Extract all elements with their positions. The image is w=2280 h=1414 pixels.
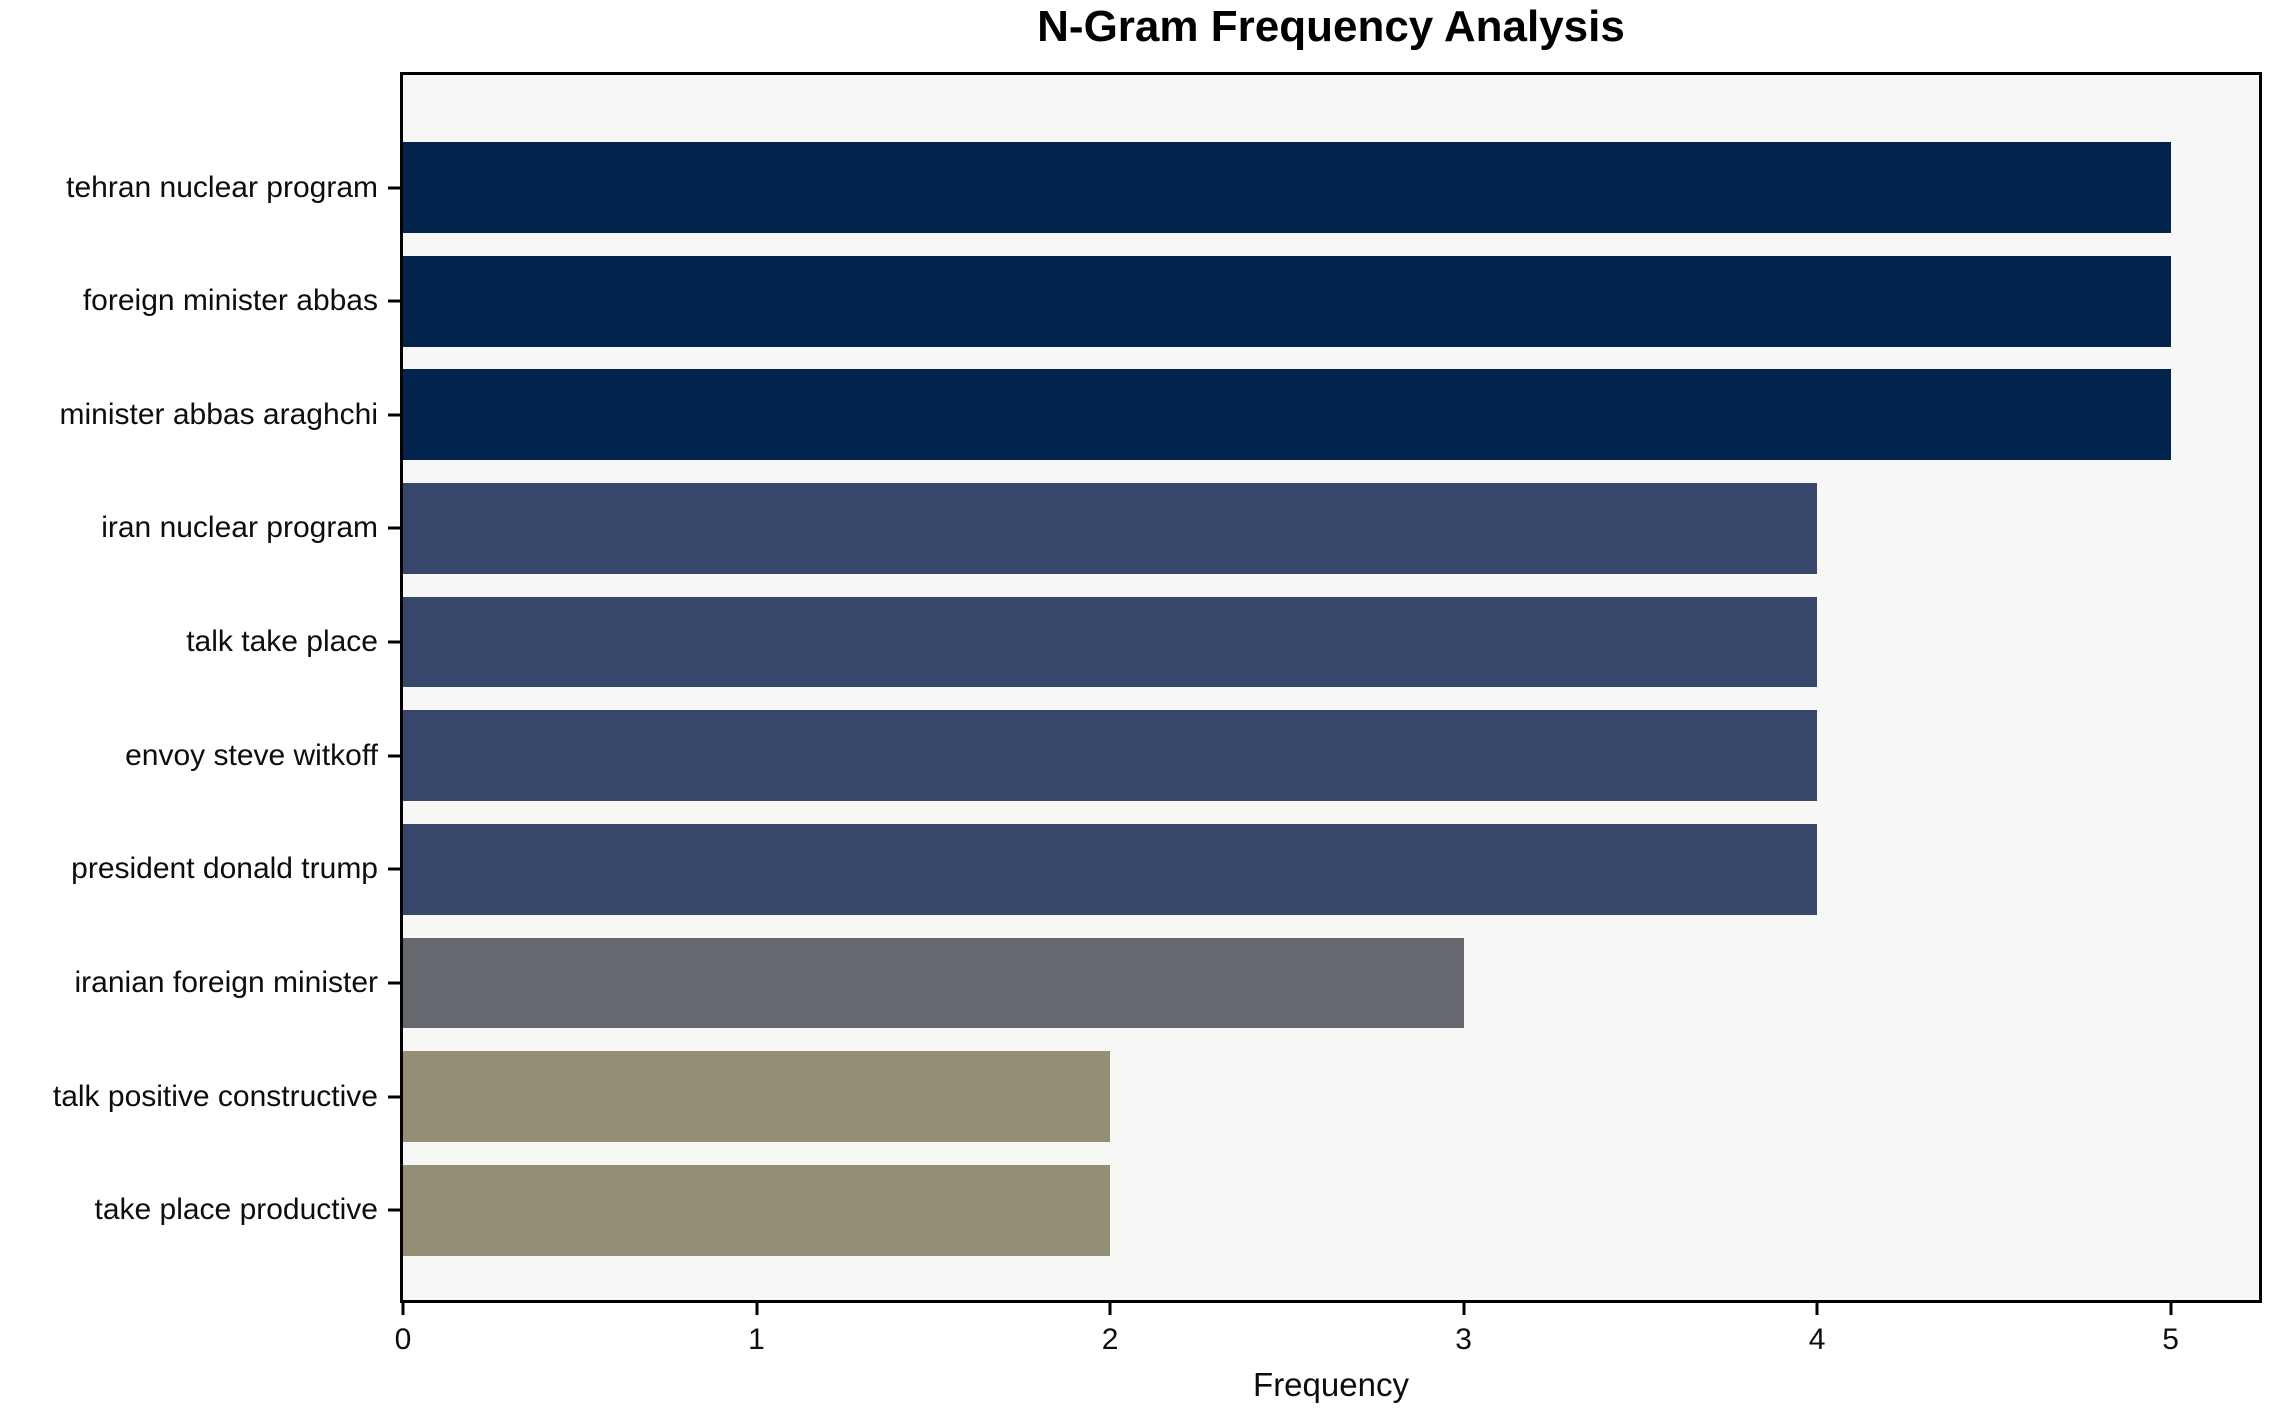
- y-tick-label: tehran nuclear program: [66, 170, 378, 204]
- y-tick-mark: [388, 640, 400, 644]
- bar: [403, 823, 1818, 915]
- y-tick-mark: [388, 186, 400, 189]
- y-tick-mark: [388, 1095, 400, 1099]
- x-tick-mark: [1815, 1303, 1819, 1315]
- x-axis-label: Frequency: [1253, 1366, 1409, 1403]
- plot-area: [400, 72, 2262, 1303]
- x-tick-label: 0: [394, 1323, 412, 1356]
- y-tick-label: iranian foreign minister: [74, 965, 378, 999]
- y-tick-label: president donald trump: [71, 852, 378, 886]
- y-tick-mark: [388, 981, 400, 985]
- x-tick-mark: [755, 1303, 759, 1315]
- y-tick-label: minister abbas araghchi: [59, 397, 378, 431]
- chart-title: N-Gram Frequency Analysis: [1037, 2, 1625, 51]
- y-tick-mark: [388, 867, 400, 871]
- x-tick-label: 3: [1455, 1323, 1472, 1356]
- x-tick-label: 2: [1101, 1323, 1119, 1356]
- y-tick-mark: [388, 299, 400, 303]
- x-tick-label: 5: [2162, 1323, 2179, 1356]
- y-tick-label: iran nuclear program: [101, 511, 378, 545]
- x-tick-label: 4: [1808, 1323, 1826, 1356]
- x-tick-mark: [1108, 1303, 1112, 1315]
- bar: [403, 1164, 1111, 1256]
- x-tick-label: 1: [748, 1323, 765, 1356]
- y-tick-mark: [388, 754, 400, 758]
- bar: [403, 1051, 1111, 1143]
- bar: [403, 596, 1818, 688]
- x-tick-mark: [1462, 1303, 1466, 1315]
- bar: [403, 369, 2171, 461]
- bar: [403, 255, 2171, 347]
- y-tick-label: talk take place: [186, 625, 378, 659]
- y-tick-mark: [388, 1208, 400, 1212]
- bar: [403, 937, 1464, 1029]
- y-tick-mark: [388, 526, 400, 530]
- x-tick-mark: [401, 1303, 405, 1315]
- y-tick-label: envoy steve witkoff: [125, 738, 378, 772]
- bar: [403, 482, 1818, 574]
- y-tick-mark: [388, 413, 400, 417]
- bars-layer: [403, 75, 2259, 1300]
- x-tick-mark: [2169, 1303, 2173, 1315]
- y-tick-label: take place productive: [94, 1193, 378, 1227]
- y-tick-label: foreign minister abbas: [82, 284, 378, 318]
- y-tick-label: talk positive constructive: [52, 1079, 378, 1113]
- bar: [403, 142, 2171, 233]
- bar: [403, 710, 1818, 802]
